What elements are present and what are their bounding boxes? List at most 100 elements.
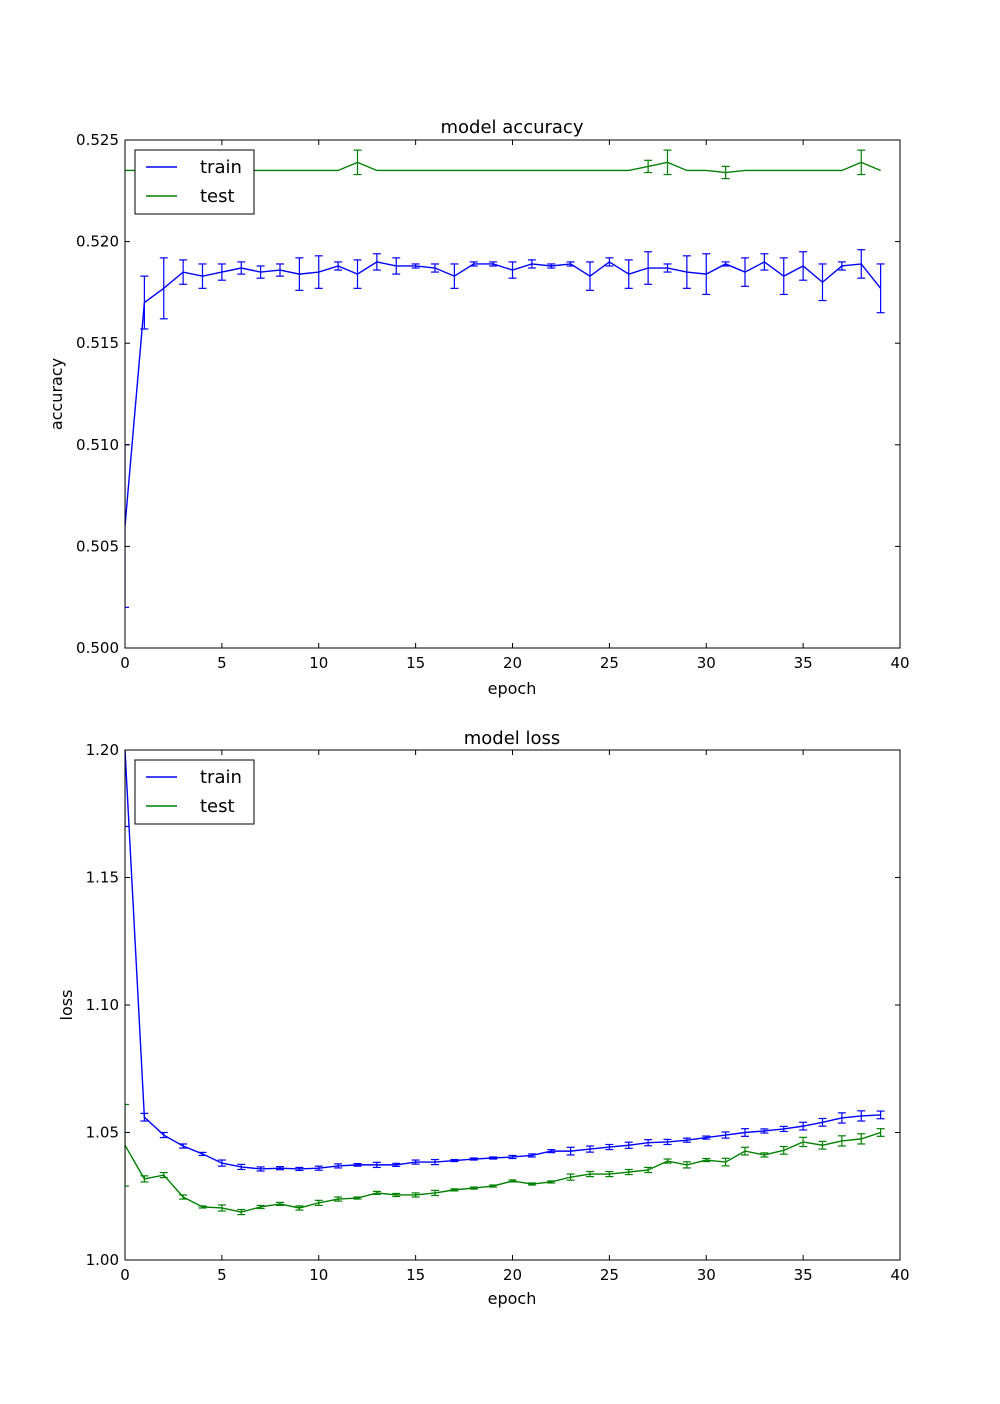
error-bar-train [624, 259, 633, 289]
error-bar-train [217, 1159, 226, 1167]
error-bar-train [721, 261, 730, 267]
x-tick-label: 40 [890, 654, 909, 672]
error-bar-train [624, 1141, 633, 1149]
error-bar-test [721, 165, 730, 180]
error-bar-test [334, 1196, 343, 1202]
loss-chart: model loss epoch loss 0 5 10 15 20 25 30 35 40 1.… [57, 728, 910, 1308]
error-bar-test [450, 1188, 459, 1192]
x-tick-label: 15 [406, 654, 425, 672]
x-tick-label: 10 [309, 1266, 328, 1284]
y-tick-label: 1.10 [86, 996, 119, 1014]
error-bar-train [760, 253, 769, 271]
error-bar-train [489, 261, 498, 267]
error-bar-train [566, 1146, 575, 1156]
error-bar-train [527, 1153, 536, 1158]
error-bar-test [663, 1158, 672, 1164]
error-bar-train [392, 1162, 401, 1168]
error-bar-test [624, 1168, 633, 1176]
error-bar-test [857, 1133, 866, 1145]
error-bar-test [760, 1152, 769, 1158]
error-bar-train [431, 1158, 439, 1166]
error-bar-test [799, 1136, 808, 1148]
chart-title: model loss [464, 728, 561, 749]
x-tick-label: 0 [120, 654, 130, 672]
error-bar-test [702, 1157, 711, 1163]
error-bar-test [489, 1184, 498, 1188]
error-bar-test [644, 159, 653, 174]
error-bar-test [837, 1135, 846, 1147]
error-bar-test [741, 1146, 749, 1156]
y-tick-label: 0.500 [76, 639, 119, 657]
error-bar-test [547, 1180, 556, 1184]
error-bar-train [760, 1128, 769, 1134]
error-bar-test [586, 1170, 594, 1178]
error-bar-train [818, 1117, 827, 1127]
x-tick-label: 20 [503, 654, 522, 672]
error-bar-test [411, 1192, 420, 1198]
error-bar-train [682, 255, 691, 289]
error-bar-train [779, 1125, 788, 1133]
error-bar-train [372, 1161, 381, 1169]
accuracy-chart: model accuracy epoch accuracy 0 5 10 15 20 25… [47, 117, 910, 698]
error-bar-test [372, 1190, 381, 1196]
error-bar-train [450, 263, 459, 289]
error-bar-train [799, 1121, 808, 1131]
series-line-train [125, 261, 882, 527]
error-bar-train [857, 249, 866, 279]
x-tick-label: 25 [600, 654, 619, 672]
error-bar-train [857, 1110, 866, 1122]
error-bar-test [198, 1205, 207, 1209]
x-tick-label: 25 [600, 1266, 619, 1284]
error-bar-train [469, 261, 478, 267]
error-bar-train [779, 257, 788, 296]
error-bar-test [876, 1128, 885, 1137]
error-bar-train [644, 251, 653, 285]
error-bar-train [527, 259, 536, 269]
error-bar-test [276, 1201, 284, 1207]
error-bar-test [818, 1140, 827, 1150]
error-bar-train [741, 1128, 749, 1137]
error-bar-test [295, 1205, 304, 1211]
plot-area [125, 149, 885, 608]
legend: train test [134, 149, 255, 215]
error-bar-test [159, 1171, 168, 1179]
axes-frame [124, 139, 901, 649]
error-bar-test [682, 1161, 691, 1169]
legend-label-train: train [200, 157, 242, 178]
error-bar-test [508, 1179, 517, 1183]
y-tick-label: 1.00 [86, 1251, 119, 1269]
error-bar-train [334, 261, 343, 271]
error-bar-train [837, 1112, 846, 1124]
error-bar-train [159, 257, 168, 320]
x-tick-label: 5 [217, 654, 227, 672]
error-bar-train [334, 1163, 343, 1169]
x-tick-label: 5 [217, 1266, 227, 1284]
x-tick-label: 0 [120, 1266, 130, 1284]
error-bar-train [198, 1151, 207, 1157]
plot-area [125, 750, 885, 1216]
series-line-test [125, 1131, 881, 1213]
error-bar-train [159, 1131, 168, 1139]
error-bar-test [140, 1175, 149, 1183]
error-bar-train [876, 1110, 885, 1120]
x-tick-label: 35 [794, 1266, 813, 1284]
error-bar-train [605, 257, 614, 267]
error-bar-test [392, 1192, 401, 1198]
error-bar-train [276, 1166, 284, 1171]
x-tick-label: 40 [890, 1266, 909, 1284]
y-axis-label: accuracy [47, 358, 66, 430]
legend-label-test: test [200, 796, 235, 817]
error-bar-test [857, 149, 866, 176]
x-tick-label: 15 [406, 1266, 425, 1284]
error-bar-test [256, 1204, 265, 1210]
error-bar-train [125, 750, 129, 828]
error-bar-train [392, 257, 401, 275]
series-line-train [125, 750, 881, 1170]
error-bar-test [314, 1199, 323, 1207]
error-bar-train [586, 261, 594, 291]
error-bar-test [237, 1208, 246, 1216]
error-bar-train [295, 1166, 304, 1172]
error-bar-train [644, 1139, 653, 1147]
error-bar-train [837, 261, 846, 271]
